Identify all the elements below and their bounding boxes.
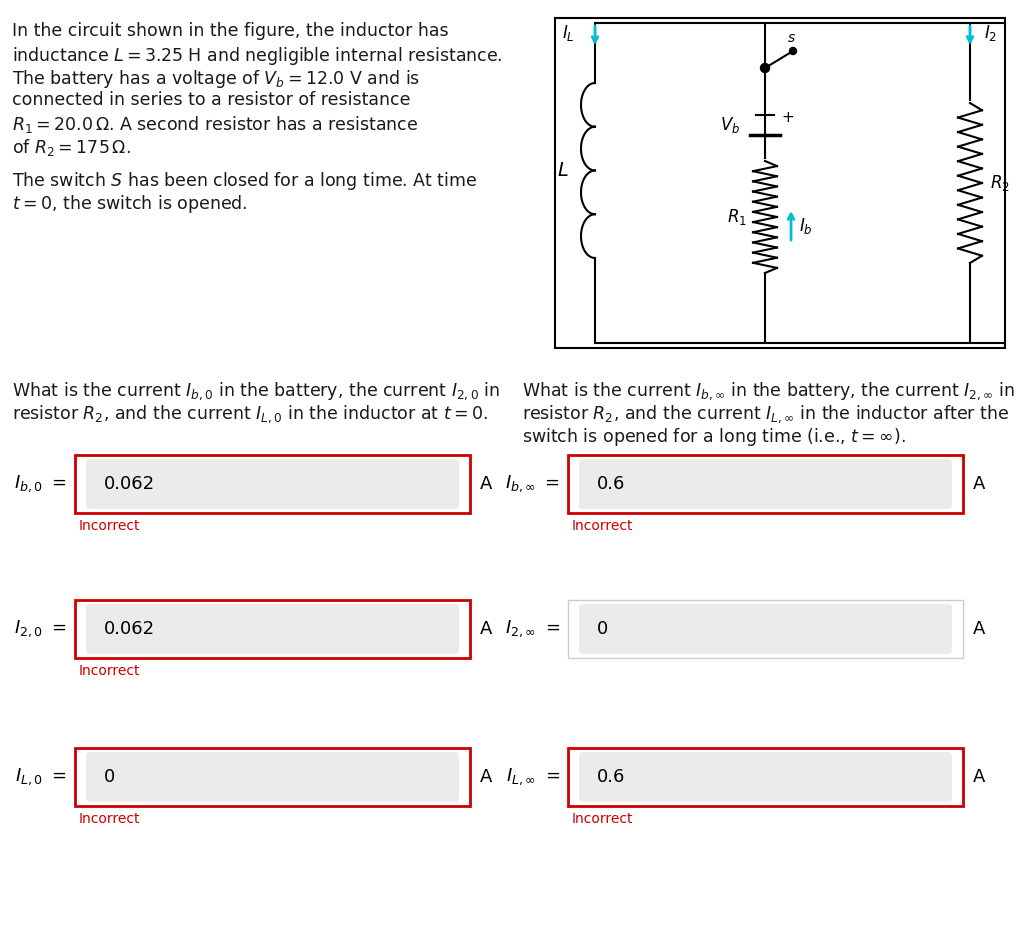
Text: Incorrect: Incorrect: [79, 812, 140, 826]
Text: Incorrect: Incorrect: [79, 519, 140, 533]
Text: resistor $R_2$, and the current $I_{L,0}$ in the inductor at $t = 0$.: resistor $R_2$, and the current $I_{L,0}…: [12, 403, 488, 425]
Text: $I_{L,\infty}$ $=$: $I_{L,\infty}$ $=$: [506, 767, 560, 788]
FancyBboxPatch shape: [86, 604, 459, 654]
Text: A: A: [973, 620, 985, 638]
Text: 0: 0: [597, 620, 608, 638]
Text: $R_1 = 20.0\,\Omega$. A second resistor has a resistance: $R_1 = 20.0\,\Omega$. A second resistor …: [12, 114, 419, 135]
Text: $I_{L,0}$ $=$: $I_{L,0}$ $=$: [15, 767, 67, 788]
Text: $L$: $L$: [557, 161, 569, 180]
Text: The battery has a voltage of $V_b = 12.0$ V and is: The battery has a voltage of $V_b = 12.0…: [12, 68, 420, 90]
Bar: [568, 455, 963, 513]
Bar: [75, 455, 470, 513]
Text: 0.062: 0.062: [104, 620, 155, 638]
Text: 0.062: 0.062: [104, 475, 155, 493]
Bar: [75, 600, 470, 658]
Text: $t = 0$, the switch is opened.: $t = 0$, the switch is opened.: [12, 193, 248, 215]
Text: $+$: $+$: [781, 109, 795, 125]
Text: $I_b$: $I_b$: [799, 215, 813, 236]
Text: What is the current $I_{b,0}$ in the battery, the current $I_{2,0}$ in: What is the current $I_{b,0}$ in the bat…: [12, 380, 501, 402]
FancyBboxPatch shape: [579, 459, 952, 509]
Text: 0: 0: [104, 768, 116, 786]
Text: $I_L$: $I_L$: [562, 23, 575, 43]
Circle shape: [790, 48, 797, 54]
Text: $I_2$: $I_2$: [984, 23, 997, 43]
Text: $I_{2,\infty}$ $=$: $I_{2,\infty}$ $=$: [505, 619, 560, 639]
Text: $V_b$: $V_b$: [720, 115, 740, 135]
Text: 0.6: 0.6: [597, 768, 626, 786]
Text: Incorrect: Incorrect: [572, 519, 634, 533]
Text: $R_2$: $R_2$: [990, 173, 1010, 193]
Text: $I_{b,0}$ $=$: $I_{b,0}$ $=$: [14, 473, 67, 494]
Text: $I_{2,0}$ $=$: $I_{2,0}$ $=$: [14, 619, 67, 639]
Text: inductance $L = 3.25$ H and negligible internal resistance.: inductance $L = 3.25$ H and negligible i…: [12, 45, 503, 67]
Text: In the circuit shown in the figure, the inductor has: In the circuit shown in the figure, the …: [12, 22, 449, 40]
Text: A: A: [973, 768, 985, 786]
Circle shape: [761, 63, 769, 73]
Text: $s$: $s$: [786, 31, 796, 45]
Bar: [568, 600, 963, 658]
Text: A: A: [480, 768, 493, 786]
FancyBboxPatch shape: [86, 459, 459, 509]
FancyBboxPatch shape: [579, 604, 952, 654]
FancyBboxPatch shape: [579, 752, 952, 802]
Text: The switch $S$ has been closed for a long time. At time: The switch $S$ has been closed for a lon…: [12, 170, 477, 192]
Text: 0.6: 0.6: [597, 475, 626, 493]
Text: What is the current $I_{b,\infty}$ in the battery, the current $I_{2,\infty}$ in: What is the current $I_{b,\infty}$ in th…: [522, 380, 1015, 402]
Text: A: A: [480, 475, 493, 493]
Bar: [555, 18, 1005, 348]
Text: Incorrect: Incorrect: [572, 812, 634, 826]
Text: $I_{b,\infty}$ $=$: $I_{b,\infty}$ $=$: [505, 473, 560, 494]
Text: resistor $R_2$, and the current $I_{L,\infty}$ in the inductor after the: resistor $R_2$, and the current $I_{L,\i…: [522, 403, 1010, 425]
Text: connected in series to a resistor of resistance: connected in series to a resistor of res…: [12, 91, 411, 109]
Text: of $R_2 = 175\,\Omega$.: of $R_2 = 175\,\Omega$.: [12, 137, 131, 158]
Text: A: A: [973, 475, 985, 493]
Text: switch is opened for a long time (i.e., $t = \infty$).: switch is opened for a long time (i.e., …: [522, 426, 906, 448]
FancyBboxPatch shape: [86, 752, 459, 802]
Bar: [75, 748, 470, 806]
Text: A: A: [480, 620, 493, 638]
Text: Incorrect: Incorrect: [79, 664, 140, 678]
Text: $R_1$: $R_1$: [727, 207, 746, 227]
Bar: [568, 748, 963, 806]
